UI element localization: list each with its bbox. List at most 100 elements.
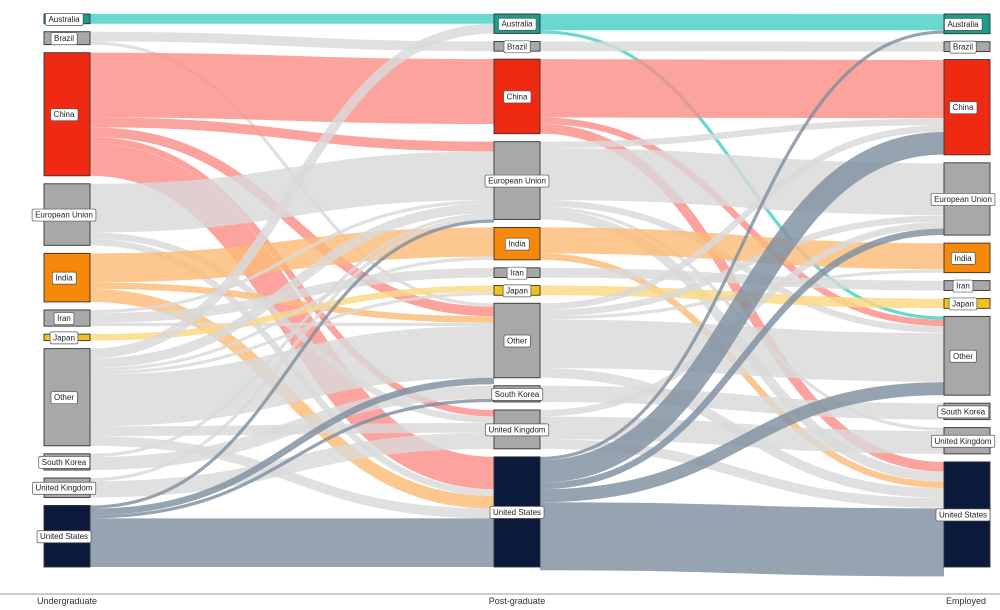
flow-other-to-australia	[89, 23, 495, 359]
node-label-box-1-china	[503, 90, 532, 104]
flow-united-states-to-south-korea	[89, 398, 495, 519]
node-label-1-european-union: European Union	[488, 177, 546, 186]
node-label-0-iran: Iran	[57, 314, 71, 323]
node-label-box-0-japan	[49, 331, 79, 345]
node-label-box-0-other	[50, 391, 78, 405]
node-label-box-1-united-states	[489, 506, 545, 519]
node-label-box-1-brazil	[503, 40, 531, 54]
node-label-1-india: India	[508, 240, 526, 249]
flow-south-korea-to-european-union	[89, 212, 495, 458]
node-label-box-0-european-union	[31, 208, 97, 222]
node-label-0-united-kingdom: United Kingdom	[36, 484, 93, 493]
flows-layer	[89, 14, 945, 577]
flow-other-to-other	[89, 325, 495, 427]
node-label-box-2-south-korea	[937, 405, 990, 419]
node-label-1-united-states: United States	[493, 508, 541, 517]
node-label-2-india: India	[954, 254, 972, 263]
flow-united-states-to-australia	[539, 30, 945, 461]
node-label-1-china: China	[507, 92, 528, 101]
flow-united-states-to-european-union	[89, 219, 495, 509]
node-label-0-japan: Japan	[53, 333, 75, 342]
node-label-box-2-japan	[948, 297, 978, 311]
node-label-0-brazil: Brazil	[54, 34, 74, 43]
node-label-box-2-united-kingdom	[931, 434, 996, 448]
flow-other-to-other	[539, 319, 945, 382]
node-label-1-south-korea: South Korea	[495, 390, 540, 399]
flow-south-korea-to-south-korea	[89, 385, 495, 471]
node-label-box-2-european-union	[930, 193, 996, 206]
flow-european-union-to-european-union	[539, 148, 945, 216]
node-label-box-0-china	[50, 108, 79, 122]
flow-united-states-to-european-union	[539, 228, 945, 490]
node-label-1-other: Other	[507, 337, 527, 346]
node-label-box-0-united-kingdom	[32, 481, 97, 495]
node-label-1-brazil: Brazil	[507, 42, 527, 51]
flow-iran-to-iran	[89, 267, 495, 323]
flow-european-union-to-united-kingdom	[89, 232, 495, 423]
flow-iran-to-iran	[539, 267, 945, 291]
flow-united-states-to-china	[539, 131, 945, 483]
flow-united-kingdom-to-european-union	[89, 216, 495, 482]
node-label-2-australia: Australia	[947, 20, 979, 29]
node-label-box-2-other	[949, 349, 977, 363]
node-label-0-other: Other	[54, 393, 74, 402]
node-label-2-european-union: European Union	[934, 195, 992, 204]
node-label-2-south-korea: South Korea	[941, 407, 986, 416]
node-label-box-1-australia	[498, 17, 537, 31]
flow-united-states-to-other	[539, 382, 945, 503]
flow-other-to-china	[539, 125, 945, 310]
flow-china-to-european-union	[89, 117, 495, 152]
node-label-box-1-south-korea	[491, 388, 544, 401]
node-label-0-china: China	[54, 110, 75, 119]
node-label-2-other: Other	[953, 352, 973, 361]
node-label-box-2-india	[950, 252, 976, 265]
axis-layer: Undergraduate Post-graduate Employed	[0, 593, 1000, 606]
node-label-box-2-united-states	[935, 508, 991, 522]
node-label-2-iran: Iran	[956, 282, 970, 291]
flow-china-to-other	[89, 127, 495, 317]
flow-european-union-to-china	[539, 118, 945, 149]
flow-iran-to-european-union	[89, 199, 495, 314]
node-label-1-japan: Japan	[506, 286, 528, 295]
node-label-box-2-australia	[944, 18, 983, 31]
node-label-box-1-iran	[506, 266, 528, 280]
node-label-box-0-united-states	[36, 530, 92, 544]
axis-label-postgraduate: Post-graduate	[489, 596, 546, 606]
node-label-box-1-european-union	[484, 174, 550, 188]
flow-united-kingdom-to-united-kingdom	[89, 432, 495, 498]
flow-united-states-to-united-states	[539, 502, 945, 577]
node-label-box-0-australia	[45, 13, 84, 26]
node-label-0-european-union: European Union	[35, 211, 93, 220]
node-label-box-1-japan	[502, 284, 532, 298]
node-label-1-australia: Australia	[501, 20, 533, 29]
node-label-1-united-kingdom: United Kingdom	[489, 425, 546, 434]
node-label-box-1-united-kingdom	[485, 423, 550, 437]
node-label-2-japan: Japan	[952, 299, 974, 308]
node-label-0-india: India	[55, 274, 73, 283]
node-label-box-2-china	[949, 101, 978, 115]
labels-layer: Australia Brazil China European Union India I…	[31, 13, 996, 544]
axis-label-employed: Employed	[946, 596, 986, 606]
node-label-box-2-iran	[952, 279, 974, 293]
axis-label-undergraduate: Undergraduate	[37, 596, 97, 606]
flow-other-to-india	[89, 256, 495, 372]
node-label-2-china: China	[953, 103, 974, 112]
node-label-0-united-states: United States	[40, 532, 88, 541]
node-label-2-united-kingdom: United Kingdom	[935, 437, 992, 446]
node-label-0-australia: Australia	[48, 15, 80, 24]
flow-other-to-european-union	[539, 215, 945, 317]
flow-south-korea-to-south-korea	[539, 385, 945, 420]
flow-united-states-to-other	[89, 377, 495, 516]
node-label-1-iran: Iran	[510, 269, 524, 278]
node-label-0-south-korea: South Korea	[42, 458, 87, 467]
node-label-2-united-states: United States	[939, 510, 987, 519]
node-label-box-2-brazil	[949, 40, 977, 54]
node-label-box-0-india	[51, 271, 77, 285]
node-label-box-0-south-korea	[38, 456, 91, 469]
node-label-box-1-india	[504, 237, 530, 251]
flow-china-to-china	[539, 59, 945, 119]
flow-india-to-other	[89, 282, 495, 323]
node-label-2-brazil: Brazil	[953, 43, 973, 52]
